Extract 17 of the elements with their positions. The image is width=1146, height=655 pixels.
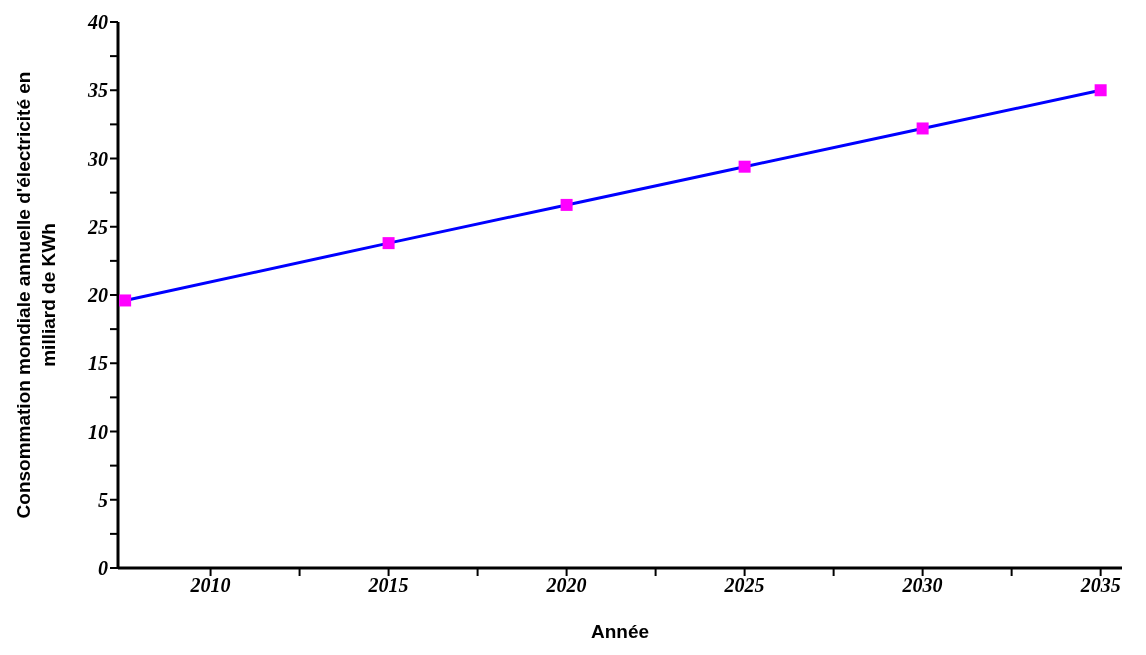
- x-tick-label: 2035: [1079, 574, 1121, 597]
- x-tick-label: 2015: [367, 574, 409, 597]
- x-tick-label: 2020: [545, 574, 587, 597]
- y-tick-label: 5: [98, 488, 108, 511]
- x-tick-label: 2010: [189, 574, 231, 597]
- y-tick-label: 25: [87, 215, 108, 238]
- x-axis-title: Année: [590, 621, 650, 642]
- x-tick-label: 2025: [723, 574, 765, 597]
- y-axis-title: Consommation mondiale annuelle d'électricité en milliard de KWh: [13, 71, 59, 519]
- y-tick-label: 40: [87, 11, 108, 34]
- y-tick-label: 30: [87, 147, 108, 170]
- y-tick-label: 10: [88, 420, 108, 443]
- y-tick-label: 15: [88, 352, 108, 375]
- y-tick-label: 35: [87, 79, 108, 102]
- y-tick-label: 0: [98, 557, 108, 580]
- x-tick-label: 2030: [901, 574, 943, 597]
- y-tick-label: 20: [87, 284, 108, 307]
